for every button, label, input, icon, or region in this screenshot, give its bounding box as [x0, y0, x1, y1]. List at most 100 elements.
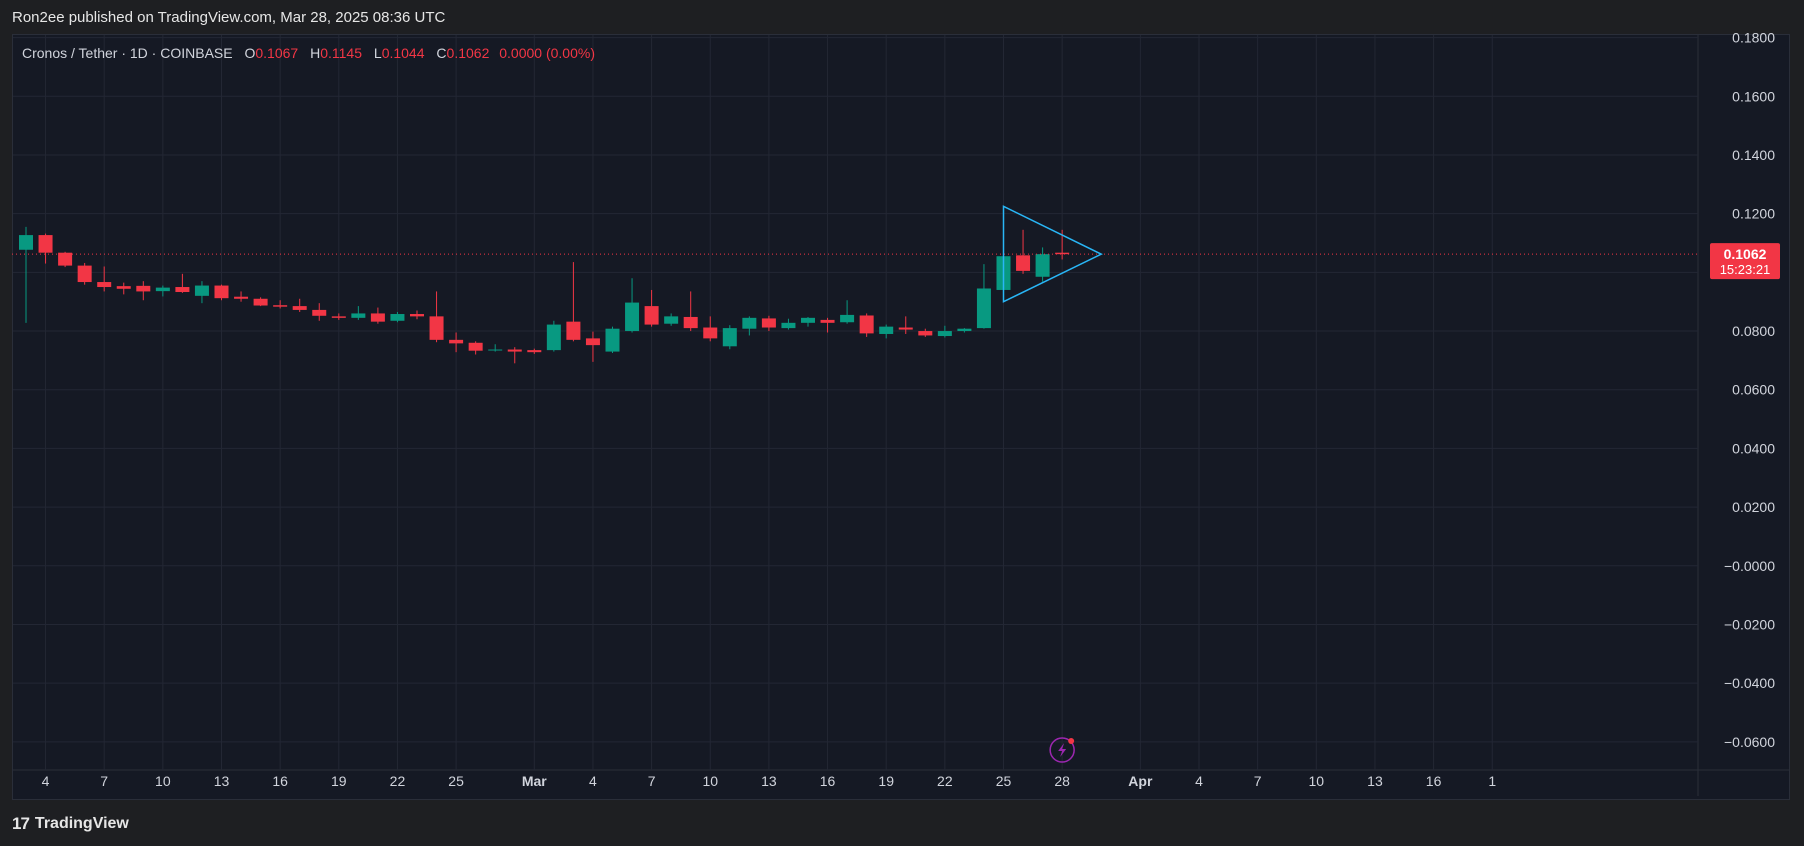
x-tick-label: 4 — [42, 773, 50, 789]
candle-body — [507, 349, 522, 352]
x-tick-label: 10 — [155, 773, 171, 789]
y-tick-label: 0.0200 — [1732, 499, 1775, 515]
candle-body — [410, 314, 424, 317]
open-value: 0.1067 — [255, 45, 299, 61]
candle-body — [1055, 252, 1070, 255]
brand-text: TradingView — [34, 815, 129, 832]
candle-body — [879, 326, 894, 334]
candle-body — [136, 285, 151, 292]
candle-body — [77, 265, 92, 283]
x-tick-label: 25 — [448, 773, 464, 789]
candle-body — [312, 309, 327, 316]
candle-body — [527, 350, 542, 353]
y-tick-label: −0.0400 — [1724, 675, 1775, 691]
symbol-legend: Cronos / Tether · 1D · COINBASE O0.1067 … — [22, 45, 595, 61]
y-tick-label: 0.1800 — [1732, 30, 1775, 46]
y-tick-label: −0.0000 — [1724, 558, 1775, 574]
price-badge-countdown: 15:23:21 — [1720, 262, 1771, 277]
x-tick-label: 4 — [589, 773, 597, 789]
x-tick-label: 16 — [272, 773, 288, 789]
candle-body — [175, 287, 190, 293]
candle-body — [370, 313, 385, 322]
x-tick-label: 13 — [761, 773, 777, 789]
grid-lines — [12, 35, 1790, 796]
candle-body — [390, 314, 405, 321]
change-value: 0.0000 (0.00%) — [499, 45, 595, 61]
candle-body — [468, 342, 483, 351]
candle-body — [761, 318, 776, 328]
chart-frame[interactable] — [12, 34, 1790, 800]
candle-body — [644, 306, 659, 325]
candle-body — [1035, 254, 1050, 277]
x-tick-label: 7 — [648, 773, 656, 789]
time-axis: 4 7 10 13 16 19 22 25 Mar 4 7 10 13 16 19 22 25 28 Apr 4 7 10… — [42, 773, 1497, 789]
candle-body — [683, 316, 698, 329]
x-tick-label: 16 — [1426, 773, 1442, 789]
x-tick-label: Mar — [522, 773, 547, 789]
candle-body — [449, 339, 464, 344]
candle-body — [19, 235, 33, 250]
y-tick-label: −0.0600 — [1724, 734, 1775, 750]
candle-body — [664, 316, 679, 324]
x-tick-label: 4 — [1195, 773, 1203, 789]
candle-body — [1016, 255, 1031, 271]
candle-body — [722, 328, 737, 347]
symbol-title: Cronos / Tether · 1D · COINBASE — [22, 45, 233, 61]
x-tick-label: 7 — [100, 773, 108, 789]
candle-body — [918, 331, 933, 336]
candle-body — [58, 252, 73, 266]
x-tick-label: 13 — [214, 773, 230, 789]
low-label: L — [373, 45, 382, 61]
footer-brand[interactable]: 17 TradingView — [12, 814, 129, 834]
close-value: 0.1062 — [446, 45, 490, 61]
x-tick-label: 10 — [1309, 773, 1325, 789]
candle-body — [292, 306, 307, 310]
x-tick-label: 19 — [878, 773, 894, 789]
candle-body — [253, 298, 268, 306]
candle-body — [214, 285, 229, 299]
candle-body — [234, 296, 249, 299]
candle-body — [429, 316, 444, 340]
open-label: O — [244, 45, 256, 61]
price-badge-value: 0.1062 — [1724, 246, 1767, 262]
notification-dot-icon — [1068, 738, 1075, 744]
candle-body — [331, 316, 346, 318]
low-value: 0.1044 — [381, 45, 425, 61]
candle-body — [820, 319, 835, 323]
candles — [19, 206, 1070, 364]
candle-body — [703, 327, 718, 339]
y-tick-label: 0.1200 — [1732, 206, 1775, 222]
candle-body — [116, 286, 131, 289]
candle-body — [546, 324, 561, 351]
candle-body — [194, 285, 209, 296]
y-tick-label: 0.0800 — [1732, 323, 1775, 339]
candle-body — [351, 313, 366, 318]
x-tick-label: 16 — [820, 773, 836, 789]
close-label: C — [436, 45, 447, 61]
x-tick-label: Apr — [1128, 773, 1153, 789]
candle-body — [97, 282, 112, 288]
tradingview-logo-icon: 17 — [12, 814, 30, 833]
publisher-info: Ron2ee published on TradingView.com, Mar… — [12, 9, 446, 26]
candle-body — [781, 322, 796, 329]
candle-body — [742, 317, 757, 329]
candle-body — [585, 338, 600, 346]
price-badge — [1710, 243, 1780, 280]
y-tick-label: −0.0200 — [1724, 616, 1775, 632]
candle-body — [625, 302, 640, 332]
y-tick-label: 0.1400 — [1732, 147, 1775, 163]
x-tick-label: 13 — [1367, 773, 1383, 789]
y-tick-label: 0.0600 — [1732, 382, 1775, 398]
candle-body — [605, 328, 620, 352]
candle-body — [976, 288, 991, 329]
high-value: 0.1145 — [320, 45, 362, 61]
candle-body — [38, 235, 53, 253]
x-tick-label: 10 — [702, 773, 718, 789]
candle-body — [840, 314, 855, 323]
candle-body — [898, 327, 913, 330]
lightning-bolt-icon — [1058, 743, 1067, 757]
candle-body — [273, 305, 288, 307]
high-label: H — [310, 45, 321, 61]
